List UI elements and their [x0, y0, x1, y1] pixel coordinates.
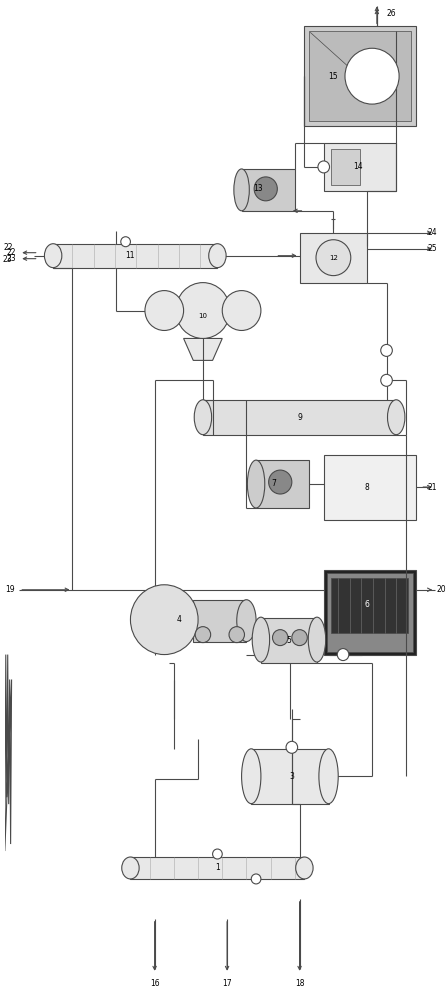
Circle shape: [269, 470, 292, 494]
Ellipse shape: [234, 169, 250, 211]
Text: 16: 16: [150, 979, 159, 988]
Bar: [309, 31, 411, 121]
Circle shape: [195, 627, 211, 643]
Text: 23: 23: [3, 255, 13, 264]
Text: 22: 22: [3, 243, 13, 252]
Bar: [324, 143, 396, 191]
Text: 8: 8: [365, 483, 370, 492]
Circle shape: [130, 585, 198, 655]
Ellipse shape: [237, 600, 256, 642]
Circle shape: [316, 240, 351, 276]
Bar: [324, 455, 416, 520]
Circle shape: [121, 237, 130, 247]
Bar: [53, 244, 217, 268]
Ellipse shape: [44, 244, 62, 268]
Text: 1: 1: [215, 863, 220, 872]
Polygon shape: [5, 655, 12, 851]
Text: 20: 20: [437, 585, 446, 594]
Text: 21: 21: [427, 483, 437, 492]
Bar: [193, 600, 246, 642]
Circle shape: [318, 161, 330, 173]
Text: 6: 6: [365, 600, 370, 609]
Text: 25: 25: [427, 244, 437, 253]
Text: 12: 12: [329, 255, 338, 261]
Polygon shape: [184, 338, 222, 360]
Ellipse shape: [308, 617, 326, 662]
Circle shape: [345, 48, 399, 104]
Text: 3: 3: [289, 772, 294, 781]
Text: 26: 26: [387, 9, 396, 18]
Circle shape: [229, 627, 245, 643]
Text: 9: 9: [297, 413, 302, 422]
Text: 15: 15: [328, 72, 338, 81]
Text: 17: 17: [222, 979, 232, 988]
Circle shape: [145, 291, 184, 330]
Bar: [300, 233, 367, 283]
Text: 19: 19: [5, 585, 14, 594]
Text: 11: 11: [126, 251, 135, 260]
Text: 23: 23: [7, 254, 17, 263]
Text: 18: 18: [295, 979, 304, 988]
Ellipse shape: [296, 857, 313, 879]
Circle shape: [337, 649, 349, 661]
Ellipse shape: [252, 617, 270, 662]
Bar: [251, 749, 328, 804]
Ellipse shape: [122, 857, 139, 879]
Circle shape: [381, 344, 392, 356]
Bar: [332, 578, 408, 633]
Circle shape: [254, 177, 277, 201]
Circle shape: [286, 741, 297, 753]
Text: 10: 10: [198, 313, 207, 319]
Ellipse shape: [209, 244, 226, 268]
Circle shape: [176, 283, 230, 338]
Circle shape: [222, 291, 261, 330]
Ellipse shape: [247, 460, 265, 508]
Bar: [327, 573, 413, 652]
Circle shape: [292, 630, 307, 646]
Ellipse shape: [241, 749, 261, 804]
Bar: [304, 26, 416, 126]
Circle shape: [381, 374, 392, 386]
Ellipse shape: [319, 749, 338, 804]
Ellipse shape: [388, 400, 405, 435]
Ellipse shape: [194, 400, 211, 435]
Text: 22: 22: [7, 248, 17, 257]
Bar: [332, 149, 361, 185]
Circle shape: [251, 874, 261, 884]
Text: 4: 4: [177, 615, 181, 624]
Bar: [261, 618, 317, 663]
Circle shape: [272, 630, 288, 646]
Bar: [256, 460, 309, 508]
Text: 24: 24: [427, 228, 437, 237]
Bar: [203, 400, 396, 435]
Bar: [324, 570, 416, 655]
Text: 5: 5: [287, 636, 291, 645]
Bar: [130, 857, 304, 879]
Circle shape: [213, 849, 222, 859]
Text: 7: 7: [271, 479, 276, 488]
Text: 14: 14: [353, 162, 362, 171]
Bar: [241, 169, 295, 211]
Text: 13: 13: [253, 184, 263, 193]
